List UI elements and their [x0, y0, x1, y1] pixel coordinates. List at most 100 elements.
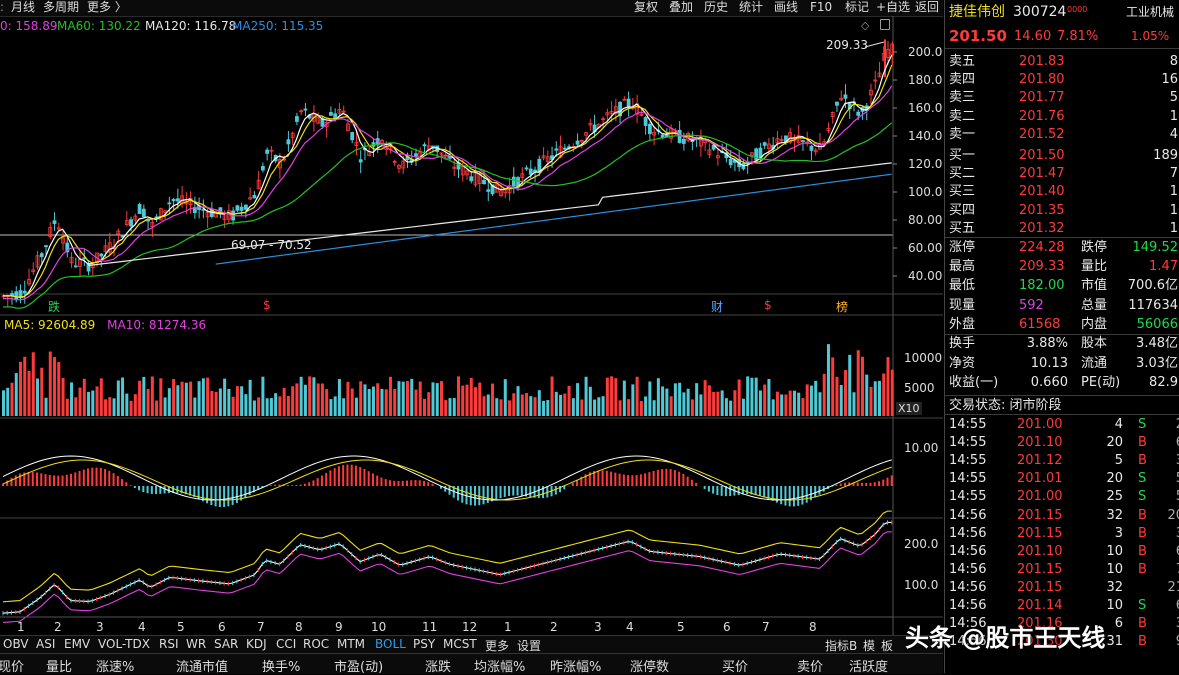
bid-row[interactable]: 买三 201.40 1 — [945, 182, 1179, 201]
fund-value: 3.03亿 — [1136, 355, 1178, 371]
volume-bar — [814, 380, 818, 416]
candle-body — [677, 129, 682, 144]
candle-body — [133, 215, 138, 221]
col-turnover[interactable]: 换手% — [262, 660, 301, 675]
ask-row[interactable]: 卖二 201.76 1 — [945, 107, 1179, 126]
tab-asi[interactable]: ASI — [36, 637, 56, 651]
history-button[interactable]: 历史 — [704, 0, 729, 14]
stat-label: 总量 — [1081, 297, 1108, 313]
col-float-cap[interactable]: 流通市值 — [176, 660, 229, 675]
event-marker-finance[interactable]: 财 — [711, 300, 724, 314]
volume-bar — [303, 384, 307, 416]
bid-row[interactable]: 买二 201.47 7 — [945, 164, 1179, 183]
x-axis-tick: 2 — [54, 620, 62, 634]
event-marker-dividend-2[interactable]: $ — [764, 298, 772, 312]
kline-chart-area[interactable]: 200.0 180.0 160.0 140.0 120.0 100.0 80.00 60.00… — [0, 0, 943, 635]
candle-body — [303, 108, 308, 111]
ask-row[interactable]: 卖四 201.80 16 — [945, 70, 1179, 89]
tab-mtm[interactable]: MTM — [337, 637, 366, 651]
candle-body — [490, 184, 495, 195]
tab-psy[interactable]: PSY — [413, 637, 436, 651]
volume-bar — [367, 389, 371, 416]
volume-bar — [95, 386, 99, 416]
overlay-button[interactable]: 叠加 — [669, 0, 694, 14]
ma120-line — [87, 162, 892, 267]
f10-button[interactable]: F10 — [810, 0, 833, 14]
tab-mcst[interactable]: MCST — [443, 637, 477, 651]
tab-sar[interactable]: SAR — [214, 637, 239, 651]
volume-bar — [631, 384, 635, 416]
bid-row[interactable]: 买五 201.32 1 — [945, 219, 1179, 238]
tab-more[interactable]: 更多 — [485, 639, 510, 653]
trade-price: 201.01 — [1017, 471, 1063, 487]
mark-button[interactable]: 标记 — [845, 0, 870, 14]
candle-body — [35, 255, 40, 268]
ask-row[interactable]: 卖五 201.83 8 — [945, 52, 1179, 71]
level-label: 买五 — [949, 220, 976, 236]
trade-volume: 31 — [1106, 634, 1123, 650]
tab-emv[interactable]: EMV — [64, 637, 91, 651]
draw-line-button[interactable]: 画线 — [774, 0, 799, 14]
event-marker-dividend[interactable]: $ — [263, 298, 271, 312]
back-button[interactable]: 返回 — [915, 0, 940, 14]
volume-bar — [822, 373, 826, 416]
trade-row: 14:56 201.15 10 B 7 — [945, 560, 1179, 579]
col-pe[interactable]: 市盈(动) — [334, 660, 384, 675]
candle-body — [56, 227, 61, 230]
tab-monthly[interactable]: 月线 — [11, 0, 36, 14]
indicator-b-button[interactable]: 指标B — [825, 639, 858, 653]
window-toggle-icon[interactable] — [880, 19, 890, 30]
bid-row[interactable]: 买四 201.35 1 — [945, 201, 1179, 220]
col-volume-ratio[interactable]: 量比 — [46, 660, 73, 675]
volume-bar — [414, 389, 418, 416]
ask-row[interactable]: 卖一 201.52 4 — [945, 125, 1179, 144]
template-button[interactable]: 模 — [863, 639, 876, 653]
tab-boll[interactable]: BOLL — [375, 637, 406, 651]
price-axis-tick: 140.0 — [908, 129, 942, 143]
col-avg-change[interactable]: 均涨幅% — [474, 660, 526, 675]
col-price[interactable]: 现价 — [0, 660, 25, 675]
col-prev-change[interactable]: 昨涨幅% — [550, 660, 602, 675]
col-limit-up-count[interactable]: 涨停数 — [630, 660, 670, 675]
tab-multi-period[interactable]: 多周期 — [43, 0, 80, 14]
col-change[interactable]: 涨跌 — [425, 660, 452, 675]
fund-label: 股本 — [1081, 336, 1108, 351]
candle-body — [775, 138, 780, 144]
price-axis-tick: 200.0 — [908, 45, 942, 59]
level-volume: 16 — [1161, 72, 1178, 88]
volume-bar — [852, 392, 856, 416]
event-marker-ranking[interactable]: 榜 — [836, 300, 849, 314]
event-marker-fall[interactable]: 跌 — [48, 300, 61, 314]
statistics-button[interactable]: 统计 — [739, 0, 764, 14]
col-ask[interactable]: 卖价 — [797, 660, 824, 675]
diamond-icon[interactable]: ◇ — [861, 19, 870, 32]
tab-cci[interactable]: CCI — [276, 637, 297, 651]
col-bid[interactable]: 买价 — [722, 660, 749, 675]
ask-row[interactable]: 卖三 201.77 5 — [945, 88, 1179, 107]
add-watchlist-button[interactable]: +自选 — [876, 0, 911, 14]
tab-vol-tdx[interactable]: VOL-TDX — [98, 637, 150, 651]
tab-settings[interactable]: 设置 — [517, 639, 542, 653]
scroll-left-icon[interactable]: : — [0, 0, 5, 14]
tab-wr[interactable]: WR — [186, 637, 207, 651]
industry-label[interactable]: 工业机械 — [1126, 5, 1175, 19]
volume-bar — [61, 378, 65, 416]
tab-obv[interactable]: OBV — [3, 637, 29, 651]
tab-roc[interactable]: ROC — [303, 637, 330, 651]
ma120-value: MA120: 116.78 — [145, 19, 237, 33]
bid-row[interactable]: 买一 201.50 189 — [945, 146, 1179, 165]
tab-rsi[interactable]: RSI — [159, 637, 179, 651]
volume-bar — [295, 383, 299, 416]
volume-bar — [19, 361, 23, 416]
volume-bar — [661, 386, 665, 416]
volume-bar — [563, 393, 567, 416]
candle-body — [295, 116, 299, 122]
restore-rights-button[interactable]: 复权 — [634, 0, 659, 14]
level-volume: 189 — [1153, 148, 1178, 163]
board-button[interactable]: 板 — [881, 639, 894, 653]
trade-time: 14:55 — [949, 417, 987, 432]
tab-kdj[interactable]: KDJ — [246, 637, 267, 651]
col-activity[interactable]: 活跃度 — [849, 660, 889, 675]
more-menu[interactable]: 更多 〉 — [87, 0, 127, 14]
col-speed[interactable]: 涨速% — [96, 660, 135, 675]
